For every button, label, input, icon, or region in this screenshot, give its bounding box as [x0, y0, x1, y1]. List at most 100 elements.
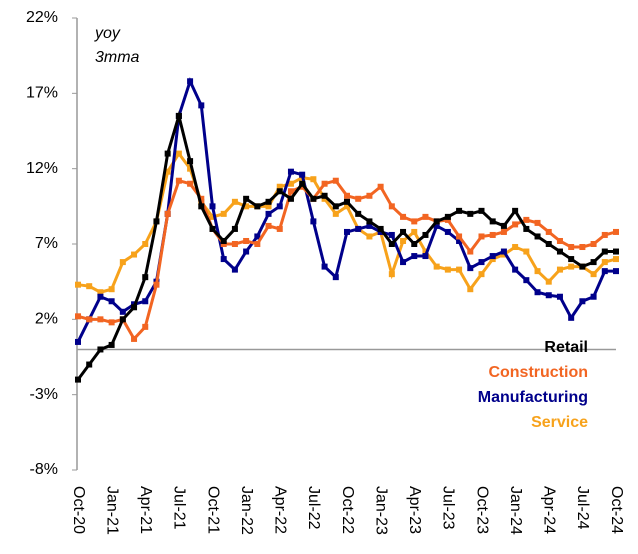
x-tick-label: Oct-24 — [608, 486, 625, 534]
marker — [86, 283, 93, 290]
y-tick-label: 7% — [35, 235, 58, 252]
marker — [220, 237, 227, 244]
marker — [444, 213, 451, 220]
marker — [590, 293, 597, 300]
marker — [489, 218, 496, 225]
marker — [355, 195, 362, 202]
x-tick-label: Oct-22 — [339, 486, 356, 534]
marker — [422, 231, 429, 238]
marker — [422, 213, 429, 220]
marker — [153, 218, 160, 225]
marker — [108, 319, 115, 326]
marker — [377, 225, 384, 232]
marker — [321, 263, 328, 270]
marker — [119, 316, 126, 323]
marker — [198, 102, 205, 109]
marker — [400, 237, 407, 244]
marker — [433, 263, 440, 270]
x-tick-label: Apr-21 — [137, 486, 154, 534]
marker — [400, 228, 407, 235]
marker — [220, 210, 227, 217]
marker — [254, 203, 261, 210]
marker — [613, 268, 619, 275]
y-tick-label: -8% — [30, 461, 58, 478]
marker — [276, 203, 283, 210]
marker — [366, 222, 373, 229]
marker — [478, 271, 485, 278]
marker — [187, 165, 194, 172]
marker — [422, 253, 429, 260]
marker — [332, 210, 339, 217]
marker — [613, 248, 619, 255]
y-tick-label: -3% — [30, 386, 58, 403]
marker — [366, 192, 373, 199]
marker — [500, 222, 507, 229]
marker — [568, 256, 575, 263]
marker — [500, 251, 507, 258]
marker — [489, 253, 496, 260]
marker — [220, 256, 227, 263]
marker — [119, 259, 126, 266]
x-tick-label: Jan-22 — [238, 486, 255, 535]
marker — [377, 183, 384, 190]
marker — [444, 228, 451, 235]
marker — [287, 188, 294, 195]
marker — [231, 266, 238, 273]
marker — [175, 112, 182, 119]
marker — [456, 207, 463, 214]
marker — [444, 216, 451, 223]
annotation: 3mma — [95, 49, 140, 66]
marker — [209, 225, 216, 232]
marker — [175, 150, 182, 157]
marker — [231, 225, 238, 232]
marker — [108, 341, 115, 348]
marker — [299, 171, 306, 178]
marker — [276, 188, 283, 195]
marker — [411, 241, 418, 247]
x-tick-label: Jul-22 — [305, 486, 322, 530]
marker — [388, 271, 395, 278]
marker — [400, 259, 407, 266]
marker — [613, 256, 619, 263]
marker — [534, 268, 541, 275]
marker — [478, 207, 485, 214]
legend-entry: Manufacturing — [478, 389, 588, 406]
marker — [478, 259, 485, 266]
x-tick-label: Jul-24 — [574, 486, 591, 530]
marker — [287, 195, 294, 202]
line — [76, 110, 616, 381]
marker — [500, 228, 507, 235]
y-tick-label: 17% — [26, 85, 58, 102]
marker — [344, 203, 350, 210]
marker — [512, 266, 519, 273]
marker — [287, 180, 294, 187]
y-tick-label: 2% — [35, 311, 58, 328]
marker — [187, 158, 194, 165]
marker — [198, 203, 205, 210]
annotation: yoy — [94, 25, 121, 42]
marker — [175, 177, 182, 184]
legend-entry: Service — [531, 414, 588, 431]
legend-entry: Construction — [488, 364, 588, 381]
marker — [142, 241, 149, 247]
marker — [231, 241, 238, 247]
marker — [164, 168, 171, 175]
marker — [97, 289, 104, 296]
marker — [198, 195, 205, 202]
marker — [243, 203, 250, 210]
marker — [590, 259, 597, 266]
x-tick-label: Oct-23 — [473, 486, 490, 534]
marker — [456, 237, 463, 244]
marker — [344, 228, 350, 235]
marker — [388, 231, 395, 238]
marker — [153, 281, 160, 288]
marker — [456, 266, 463, 273]
marker — [321, 195, 328, 202]
marker — [131, 251, 138, 258]
marker — [467, 286, 474, 293]
marker — [220, 241, 227, 247]
marker — [545, 278, 552, 285]
marker — [534, 289, 541, 296]
marker — [366, 233, 373, 240]
